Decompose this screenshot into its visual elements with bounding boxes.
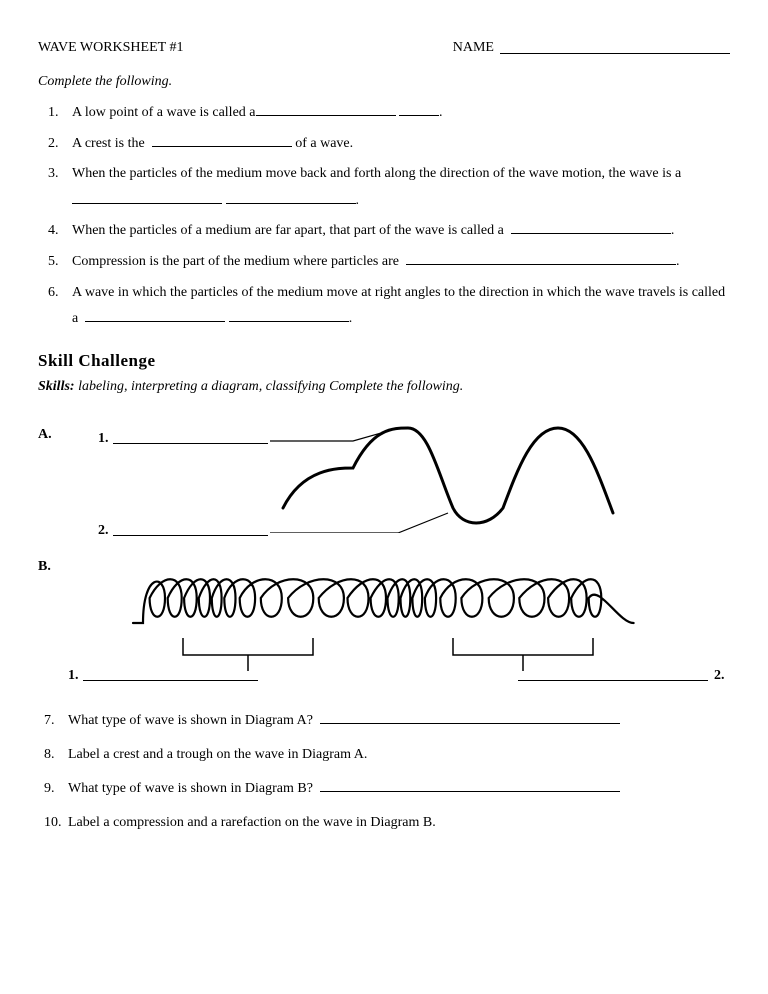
diagram-a-label-1: 1. bbox=[98, 431, 109, 447]
questions-top: 1. A low point of a wave is called a . 2… bbox=[38, 100, 730, 333]
blank[interactable] bbox=[511, 222, 671, 234]
questions-bottom: 7. What type of wave is shown in Diagram… bbox=[38, 707, 730, 837]
blank[interactable] bbox=[320, 712, 620, 724]
question-1: 1. A low point of a wave is called a . bbox=[48, 100, 730, 127]
skill-challenge-heading: Skill Challenge bbox=[38, 351, 730, 371]
question-2: 2. A crest is the of a wave. bbox=[48, 131, 730, 158]
diagram-a-label: A. bbox=[38, 427, 52, 443]
blank[interactable] bbox=[229, 310, 349, 322]
question-10: 10. Label a compression and a rarefactio… bbox=[44, 809, 730, 837]
worksheet-title: WAVE WORKSHEET #1 bbox=[38, 40, 183, 56]
question-8: 8. Label a crest and a trough on the wav… bbox=[44, 741, 730, 769]
name-label: NAME bbox=[453, 40, 494, 56]
transverse-wave-diagram bbox=[238, 413, 658, 533]
diagram-a-label-2: 2. bbox=[98, 523, 109, 539]
blank[interactable] bbox=[256, 104, 396, 116]
diagram-area: A. 1. 2. B. 1. 2. bbox=[38, 423, 728, 693]
question-4: 4. When the particles of a medium are fa… bbox=[48, 218, 730, 245]
question-7: 7. What type of wave is shown in Diagram… bbox=[44, 707, 730, 735]
diagram-b-blank-1[interactable] bbox=[83, 680, 258, 681]
blank[interactable] bbox=[72, 192, 222, 204]
blank[interactable] bbox=[406, 253, 676, 265]
skills-description: Skills: labeling, interpreting a diagram… bbox=[38, 379, 730, 395]
question-9: 9. What type of wave is shown in Diagram… bbox=[44, 775, 730, 803]
name-field: NAME bbox=[453, 40, 730, 56]
diagram-b-label-2: 2. bbox=[714, 668, 725, 684]
longitudinal-wave-diagram bbox=[123, 553, 723, 683]
blank[interactable] bbox=[85, 310, 225, 322]
diagram-b-label-1: 1. bbox=[68, 668, 79, 684]
header: WAVE WORKSHEET #1 NAME bbox=[38, 40, 730, 56]
name-blank[interactable] bbox=[500, 40, 730, 54]
blank[interactable] bbox=[226, 192, 356, 204]
diagram-b-blank-2[interactable] bbox=[518, 680, 708, 681]
question-3: 3. When the particles of the medium move… bbox=[48, 161, 730, 214]
blank[interactable] bbox=[399, 104, 439, 116]
diagram-a-blank-2[interactable] bbox=[113, 535, 268, 536]
blank[interactable] bbox=[320, 780, 620, 792]
question-6: 6. A wave in which the particles of the … bbox=[48, 280, 730, 333]
instructions: Complete the following. bbox=[38, 74, 730, 90]
diagram-b-label: B. bbox=[38, 559, 51, 575]
question-5: 5. Compression is the part of the medium… bbox=[48, 249, 730, 276]
blank[interactable] bbox=[152, 135, 292, 147]
